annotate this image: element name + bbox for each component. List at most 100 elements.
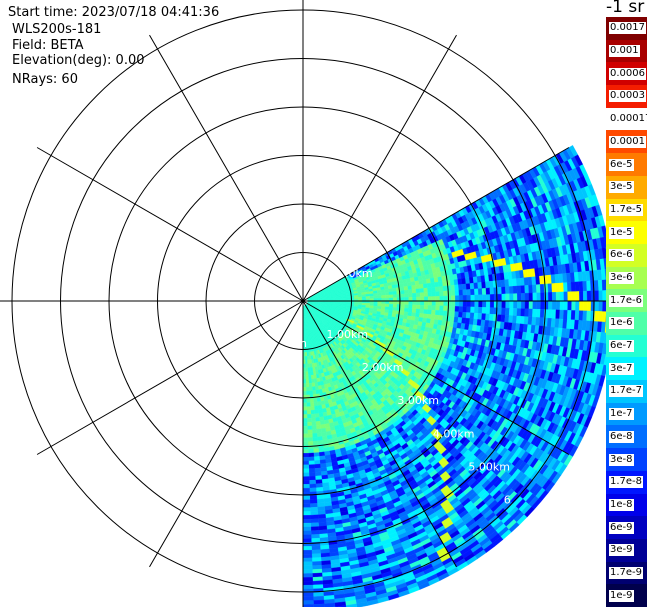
beta-gate (458, 300, 464, 307)
beta-gate (450, 311, 456, 318)
beta-gate (302, 414, 308, 419)
beta-gate (462, 295, 468, 302)
beta-gate (489, 280, 494, 289)
beta-gate (567, 300, 572, 311)
beta-gate (302, 553, 313, 559)
beta-gate (532, 308, 537, 318)
beta-gate (435, 291, 440, 297)
beta-gate (313, 452, 320, 457)
beta-gate (306, 417, 312, 423)
beta-gate (392, 287, 397, 292)
colorbar-tick-label: 1.7e-7 (609, 385, 644, 398)
beta-gate (443, 290, 448, 297)
beta-gate (442, 285, 448, 292)
beta-gate (462, 312, 467, 319)
beta-gate (474, 294, 479, 302)
start-time-label: Start time: 2023/07/18 04:41:36 (8, 5, 220, 20)
beta-gate (308, 452, 315, 458)
beta-gate (302, 449, 309, 454)
beta-gate (512, 315, 517, 324)
beta-gate (536, 292, 541, 302)
beta-gate (435, 305, 440, 311)
beta-gate (547, 283, 553, 293)
beta-gate (400, 293, 405, 298)
beta-gate (317, 514, 326, 519)
beta-gate (462, 289, 467, 296)
beta-gate (504, 314, 510, 323)
beta-gate (310, 409, 316, 415)
beta-gate (400, 290, 405, 295)
beta-gate (497, 300, 503, 309)
beta-gate (575, 291, 580, 302)
beta-gate (462, 283, 467, 290)
beta-gate (311, 549, 321, 555)
beta-gate (423, 305, 429, 310)
beta-gate (316, 502, 325, 508)
beta-gate (551, 309, 557, 319)
beta-gate (431, 286, 436, 293)
beta-gate (404, 297, 409, 302)
beta-gate (454, 289, 460, 296)
beta-gate (311, 561, 322, 566)
beta-gate (403, 311, 409, 316)
beta-gate (427, 287, 432, 293)
beta-gate (311, 386, 316, 391)
beta-gate (392, 294, 398, 299)
beta-gate (586, 300, 592, 312)
station-label: WLS200s-181 (12, 22, 102, 37)
beta-gate (312, 580, 323, 586)
beta-gate (578, 310, 584, 321)
beta-gate (427, 296, 433, 302)
beta-gate (416, 292, 421, 298)
beta-gate (513, 300, 518, 309)
beta-gate (302, 573, 313, 578)
beta-gate (318, 412, 324, 418)
beta-gate (306, 406, 311, 411)
beta-gate (408, 308, 413, 313)
beta-gate (412, 304, 417, 310)
beta-gate (489, 307, 495, 315)
colorbar-tick-label: 1e-8 (609, 498, 634, 511)
colorbar-tick-label: 0.0003 (609, 90, 646, 103)
beta-gate (430, 314, 436, 320)
beta-gate (307, 371, 311, 376)
beta-gate (312, 576, 323, 582)
beta-gate (311, 429, 318, 434)
beta-gate (311, 545, 321, 551)
beta-gate (604, 322, 606, 333)
beta-gate (528, 292, 534, 302)
beta-gate (315, 475, 322, 481)
beta-gate (489, 300, 495, 308)
beta-gate (508, 308, 514, 316)
beta-gate (604, 269, 606, 280)
beta-gate (310, 518, 319, 524)
beta-gate (567, 291, 572, 302)
beta-gate (540, 300, 545, 310)
beta-gate (302, 549, 312, 555)
beta-gate (311, 537, 320, 543)
beta-gate (555, 300, 561, 311)
beta-gate (548, 292, 553, 302)
beta-gate (486, 300, 491, 308)
beta-gate (419, 313, 424, 319)
beta-gate (598, 300, 603, 312)
beta-gate (410, 281, 416, 286)
beta-gate (485, 313, 490, 321)
beta-gate (408, 289, 413, 294)
beta-gate (426, 313, 432, 320)
beta-gate (305, 383, 310, 388)
beta-gate (302, 581, 314, 586)
beta-gate (500, 314, 506, 323)
beta-gate (302, 600, 314, 605)
beta-gate (302, 464, 310, 469)
beta-gate (404, 300, 409, 305)
beta-gate (369, 293, 374, 297)
beta-gate (381, 303, 386, 307)
beta-gate (311, 425, 317, 430)
beta-gate (306, 402, 311, 407)
beta-gate (439, 305, 444, 311)
azimuth-spoke (149, 34, 304, 302)
colorbar-tick-label: 0.001 (609, 45, 640, 58)
beta-gate (485, 287, 491, 295)
beta-gate (451, 300, 456, 307)
